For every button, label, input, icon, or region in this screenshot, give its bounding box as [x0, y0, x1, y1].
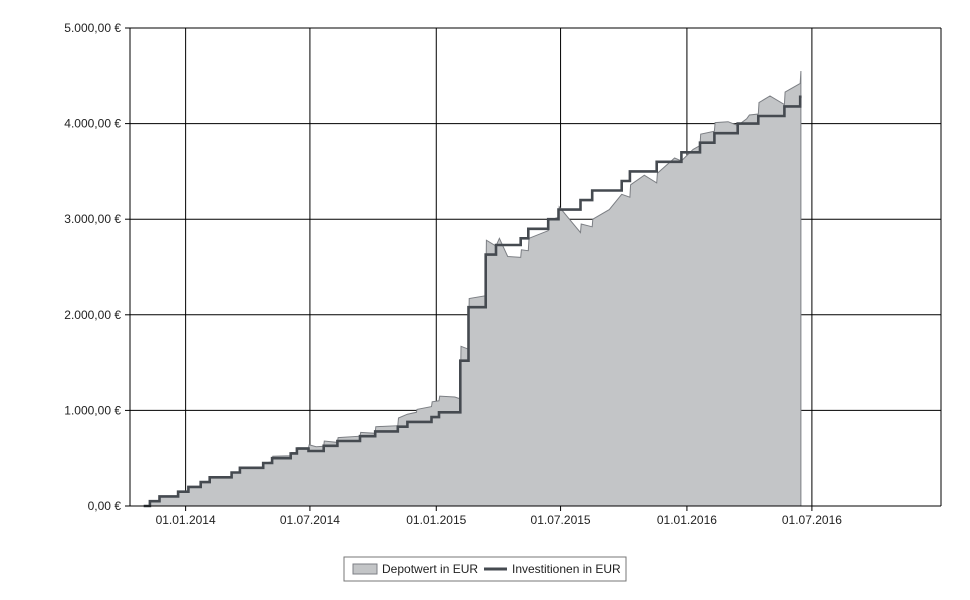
x-tick-label: 01.07.2014 [280, 513, 340, 527]
legend-item-depotwert: Depotwert in EUR [352, 562, 478, 576]
y-tick-label: 2.000,00 € [64, 308, 121, 322]
series-layer [143, 70, 802, 508]
legend-swatch-depotwert [352, 563, 378, 575]
y-tick-label: 3.000,00 € [64, 212, 121, 226]
x-tick-label: 01.01.2016 [657, 513, 717, 527]
series-investitionen-line [143, 95, 802, 508]
y-tick-label: 1.000,00 € [64, 403, 121, 417]
legend: Depotwert in EUR Investitionen in EUR [343, 556, 627, 582]
legend-item-investitionen: Investitionen in EUR [484, 562, 621, 576]
axes: 0,00 € 1.000,00 € 2.000,00 € 3.000,00 € 4.00… [64, 21, 942, 527]
x-tick-label: 01.01.2015 [406, 513, 466, 527]
y-tick-label: 4.000,00 € [64, 117, 121, 131]
legend-label-depotwert: Depotwert in EUR [382, 562, 478, 576]
x-tick-label: 01.07.2015 [531, 513, 591, 527]
y-tick-label: 0,00 € [88, 499, 122, 513]
x-tick-label: 01.01.2014 [156, 513, 216, 527]
legend-label-investitionen: Investitionen in EUR [512, 562, 621, 576]
x-tick-label: 01.07.2016 [782, 513, 842, 527]
y-tick-label: 5.000,00 € [64, 21, 121, 35]
